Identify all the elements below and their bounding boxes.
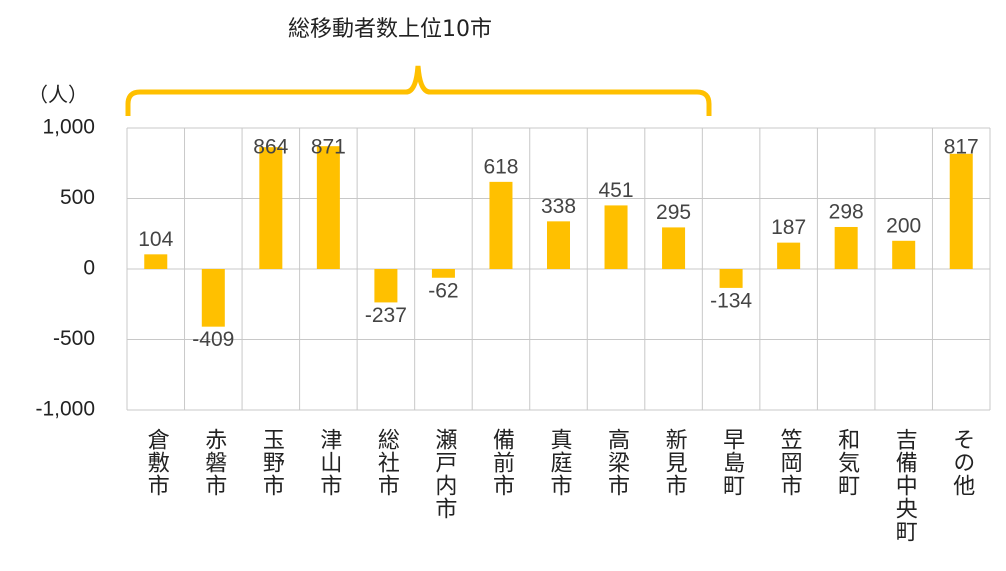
bracket	[125, 65, 712, 116]
x-tick-label: 総社市	[374, 428, 400, 497]
bar	[777, 242, 801, 269]
x-tick-label: 高梁市	[604, 428, 630, 497]
data-label: 104	[138, 228, 173, 251]
data-label: 817	[944, 136, 979, 159]
data-label: 338	[541, 195, 576, 218]
bar	[892, 240, 916, 269]
bar	[834, 226, 858, 269]
y-tick-label: 500	[60, 186, 95, 209]
bar	[489, 181, 513, 269]
bar	[662, 227, 686, 269]
data-label: -134	[710, 289, 752, 312]
x-tick-label: 新見市	[662, 428, 688, 497]
x-tick-label: 吉備中央町	[892, 428, 918, 543]
data-label: 187	[771, 216, 806, 239]
x-tick-label: その他	[949, 428, 975, 497]
x-tick-label: 津山市	[316, 428, 342, 497]
data-label: -62	[428, 279, 458, 302]
x-tick-label: 真庭市	[547, 428, 573, 497]
x-tick-label: 瀬戸内市	[431, 428, 457, 520]
data-label: 871	[311, 136, 346, 159]
y-tick-label: 1,000	[42, 116, 95, 139]
data-label: 618	[483, 155, 518, 178]
data-label: -409	[192, 328, 234, 351]
x-tick-label: 玉野市	[259, 428, 285, 497]
data-label: 200	[886, 214, 921, 237]
bar	[201, 269, 225, 327]
data-label: 451	[599, 179, 634, 202]
bar	[144, 254, 168, 269]
data-label: -237	[365, 304, 407, 327]
bar	[719, 269, 743, 288]
annotation: 総移動者数上位10市	[288, 17, 492, 42]
x-tick-label: 和気町	[834, 428, 860, 497]
data-label: 864	[253, 136, 288, 159]
x-tick-label: 早島町	[719, 428, 744, 497]
bar	[546, 221, 571, 269]
y-tick-label: 0	[83, 257, 95, 280]
data-label: 298	[829, 201, 864, 224]
x-tick-label: 赤磐市	[201, 428, 227, 497]
y-axis-label: （人）	[28, 83, 88, 107]
y-tick-label: -500	[53, 327, 95, 350]
bar	[604, 205, 628, 269]
data-label: 295	[656, 201, 691, 224]
x-tick-label: 備前市	[489, 428, 515, 497]
bar	[949, 153, 973, 269]
x-tick-label: 笠岡市	[777, 428, 803, 497]
bar	[431, 269, 455, 278]
bar	[316, 146, 340, 269]
bar	[374, 269, 398, 303]
x-tick-label: 倉敷市	[144, 428, 170, 497]
bar	[259, 147, 283, 269]
y-tick-label: -1,000	[35, 398, 95, 421]
